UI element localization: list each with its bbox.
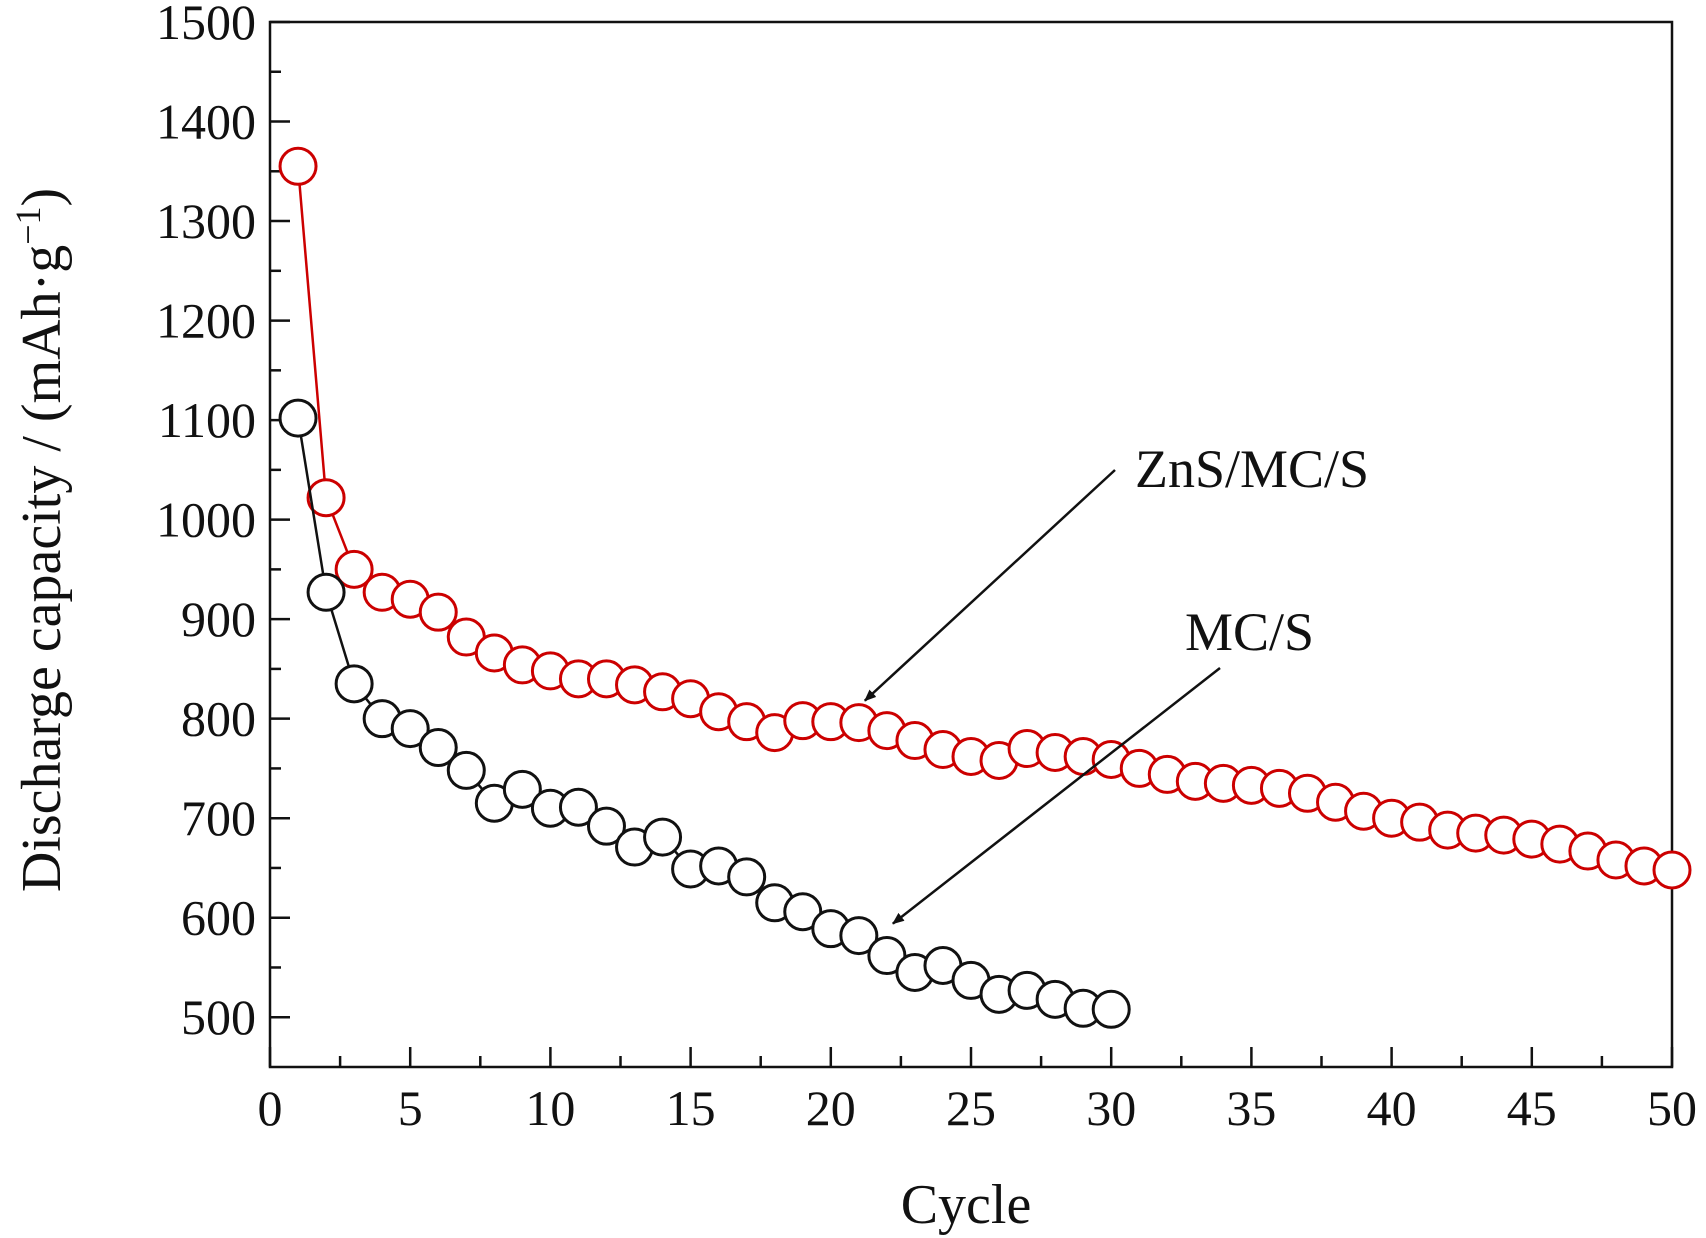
- y-tick-label: 500: [181, 989, 256, 1045]
- data-point: [867, 936, 907, 976]
- axes: 0 5 10 15 20 25 30 35 40 45 50 500 600 700 800 900 1000 1…: [156, 0, 1697, 1136]
- y-tick-label: 900: [181, 591, 256, 647]
- data-point: [418, 728, 458, 768]
- x-tick-label: 35: [1226, 1080, 1276, 1136]
- y-axis-title-sup: −1: [8, 206, 48, 244]
- data-point: [334, 549, 374, 589]
- x-tick-label: 40: [1367, 1080, 1417, 1136]
- data-point: [643, 817, 683, 857]
- x-tick-label: 5: [398, 1080, 423, 1136]
- data-point: [1091, 989, 1131, 1029]
- x-tick-label: 30: [1086, 1080, 1136, 1136]
- x-tick-label: 25: [946, 1080, 996, 1136]
- x-tick-label: 10: [525, 1080, 575, 1136]
- data-point: [502, 769, 542, 809]
- y-tick-label: 700: [181, 790, 256, 846]
- data-point: [306, 478, 346, 518]
- y-axis-title-close: ): [11, 188, 73, 207]
- series-1: [278, 398, 1131, 1029]
- y-axis-title-main: Discharge capacity / (mAh·g: [11, 245, 73, 892]
- y-tick-label: 800: [181, 691, 256, 747]
- plot-frame: [268, 20, 1674, 1069]
- annotation-arrow: [863, 469, 1116, 702]
- data-point: [418, 592, 458, 632]
- y-tick-label: 1000: [156, 492, 256, 548]
- x-tick-label: 15: [666, 1080, 716, 1136]
- y-tick-label: 1400: [156, 94, 256, 150]
- data-point: [783, 892, 823, 932]
- data-point: [334, 664, 374, 704]
- data-point: [1652, 850, 1692, 890]
- x-tick-label: 50: [1647, 1080, 1697, 1136]
- x-tick-label: 45: [1507, 1080, 1557, 1136]
- data-point: [278, 398, 318, 438]
- x-axis-title: Cycle: [901, 1174, 1032, 1236]
- data-point: [278, 146, 318, 186]
- annotation-arrow: [892, 667, 1221, 925]
- data-point: [839, 916, 879, 956]
- data-point: [558, 787, 598, 827]
- data-point: [390, 709, 430, 749]
- x-tick-label: 20: [806, 1080, 856, 1136]
- annotation-label: MC/S: [1185, 602, 1314, 662]
- data-point: [306, 572, 346, 612]
- annotation-label: ZnS/MC/S: [1135, 439, 1369, 499]
- data-point: [727, 857, 767, 897]
- series-0: [278, 146, 1692, 890]
- y-tick-label: 1200: [156, 293, 256, 349]
- series-layer: [278, 146, 1692, 1029]
- annotations: ZnS/MC/S MC/S: [863, 439, 1369, 925]
- data-point: [586, 806, 626, 846]
- x-tick-label: 0: [258, 1080, 283, 1136]
- y-axis-title: Discharge capacity / (mAh·g−1): [8, 188, 73, 892]
- y-tick-label: 1300: [156, 193, 256, 249]
- y-tick-label: 1100: [158, 392, 256, 448]
- data-point: [446, 750, 486, 790]
- y-tick-label: 600: [181, 890, 256, 946]
- y-tick-label: 1500: [156, 0, 256, 50]
